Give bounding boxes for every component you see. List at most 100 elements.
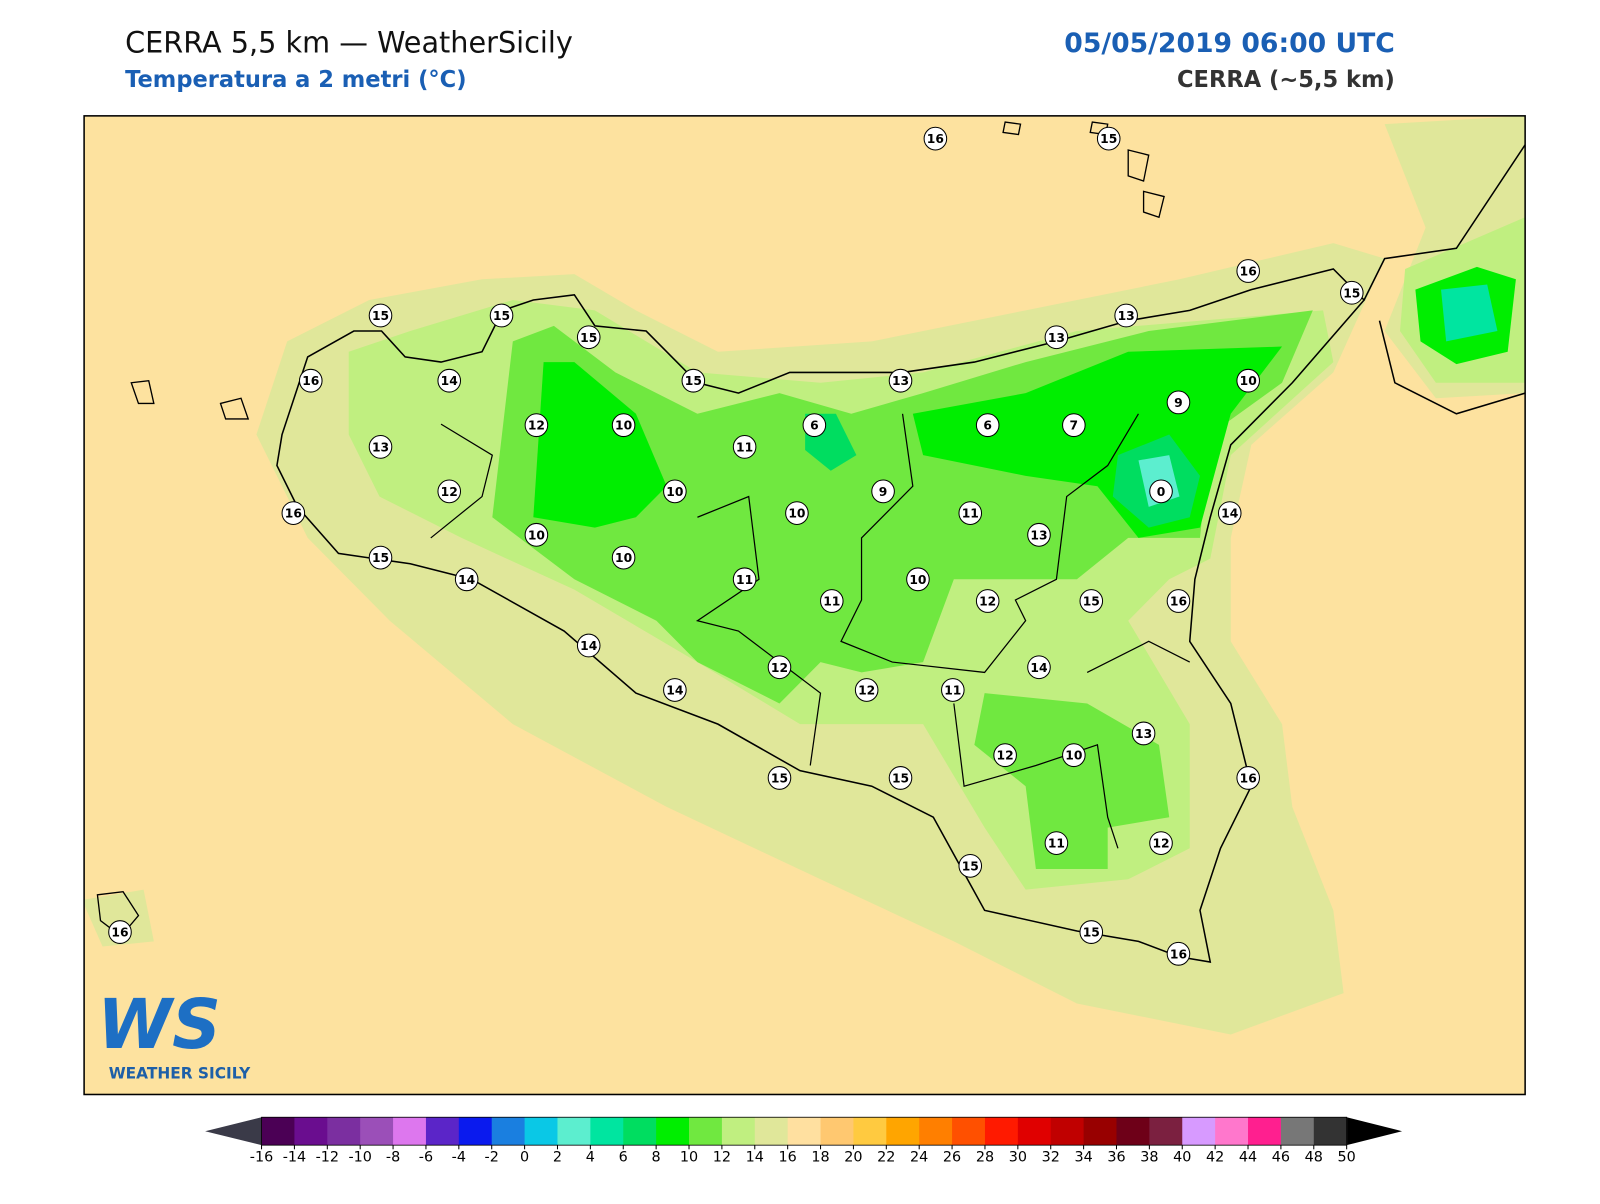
station-value: 10: [615, 419, 633, 433]
station-value: 12: [997, 749, 1014, 763]
colorbar-tick-label: 14: [746, 1150, 764, 1166]
colorbar: -16 -14 -12 -10 -8 -6 -4 -2 0 2 4 6 8 10 12 14 16 18 20 22 2…: [205, 1116, 1403, 1166]
colorbar-tick-label: 8: [652, 1150, 661, 1166]
station-marker: [1044, 831, 1069, 855]
station-value: 14: [458, 573, 476, 587]
station-value: 15: [580, 331, 597, 345]
colorbar-segment: [1182, 1117, 1216, 1146]
station-value: 15: [493, 309, 510, 323]
colorbar-segment: [1083, 1117, 1118, 1146]
colorbar-segment: [984, 1117, 1019, 1146]
station-marker: [681, 368, 706, 393]
station-value: 15: [372, 309, 389, 323]
colorbar-tick-label: 0: [520, 1150, 529, 1166]
station-value: 15: [962, 859, 979, 873]
station-marker: [958, 853, 983, 878]
logo-mark: WS: [97, 986, 220, 1065]
colorbar-tick-label: 48: [1305, 1150, 1323, 1166]
station-marker: [1166, 390, 1191, 415]
station-marker: [802, 413, 827, 438]
colorbar-segment: [721, 1117, 756, 1146]
station-marker: [1236, 259, 1260, 283]
station-marker: [108, 920, 132, 944]
colorbar-segment: [1248, 1117, 1282, 1146]
station-value: 9: [879, 485, 888, 499]
colorbar-tick-label: -14: [283, 1150, 306, 1166]
colorbar-tick-label: -16: [250, 1150, 273, 1166]
colorbar-segment: [656, 1117, 690, 1146]
colorbar-over: [1346, 1117, 1403, 1146]
colorbar-segment: [1116, 1117, 1150, 1146]
colorbar-tick-label: 20: [844, 1150, 862, 1166]
station-value: 6: [810, 419, 819, 433]
station-value: 10: [788, 507, 806, 521]
colorbar-segment: [853, 1117, 887, 1146]
colorbar-segment: [491, 1117, 526, 1146]
station-value: 10: [615, 551, 633, 565]
station-marker: [888, 766, 913, 790]
station-value: 15: [1083, 926, 1100, 940]
station-marker: [854, 678, 879, 702]
station-value: 11: [944, 684, 961, 698]
colorbar-segment: [1017, 1117, 1052, 1146]
station-marker: [785, 501, 809, 525]
station-marker: [732, 435, 757, 459]
map-area: [84, 115, 1526, 1095]
station-value: 11: [1048, 837, 1065, 851]
station-value: 14: [441, 374, 459, 388]
station-marker: [1114, 303, 1138, 328]
station-marker: [298, 368, 323, 393]
colorbar-segment: [919, 1117, 953, 1146]
station-value: 13: [892, 374, 909, 388]
station-marker: [663, 678, 687, 702]
colorbar-tick-label: 4: [586, 1150, 595, 1166]
map-frame: [83, 115, 1526, 1096]
station-value: 15: [372, 551, 389, 565]
station-marker: [368, 303, 393, 328]
station-value: 12: [1152, 837, 1169, 851]
colorbar-tick-label: 10: [680, 1150, 698, 1166]
colorbar-tick-label: 34: [1074, 1150, 1092, 1166]
station-marker: [437, 368, 462, 393]
colorbar-tick-label: -6: [419, 1150, 433, 1166]
colorbar-tick-label: -4: [452, 1150, 466, 1166]
station-marker: [1027, 655, 1051, 680]
colorbar-segment: [886, 1117, 920, 1146]
station-value: 0: [1157, 485, 1166, 499]
colorbar-tick-label: 18: [811, 1150, 829, 1166]
station-value: 13: [372, 440, 389, 454]
station-marker: [524, 522, 549, 547]
station-value: 10: [1065, 749, 1083, 763]
colorbar-segment: [952, 1117, 986, 1146]
colorbar-outline: [261, 1116, 1348, 1146]
station-marker: [975, 589, 1000, 613]
station-value: 14: [580, 639, 598, 653]
colorbar-segment: [294, 1117, 328, 1146]
station-value: 15: [892, 771, 909, 785]
colorbar-segment: [458, 1117, 493, 1146]
station-value: 16: [1170, 595, 1187, 609]
colorbar-tick-label: -10: [348, 1150, 371, 1166]
station-marker: [368, 435, 393, 459]
station-marker: [819, 589, 844, 613]
province-borders: [430, 413, 1191, 849]
station-marker: [906, 567, 930, 592]
coastline: [1363, 144, 1526, 415]
station-marker: [732, 567, 757, 592]
colorbar-segment: [1149, 1117, 1183, 1146]
station-value: 12: [771, 661, 788, 675]
colorbar-tick-label: 38: [1140, 1150, 1158, 1166]
temp-zone-14: [84, 889, 154, 947]
station-marker: [1166, 589, 1191, 613]
model: CERRA (~5,5 km): [1177, 67, 1395, 93]
station-value: 11: [823, 595, 840, 609]
station-value: 15: [1083, 595, 1100, 609]
colorbar-tick-label: 36: [1107, 1150, 1125, 1166]
station-value: 16: [927, 132, 944, 146]
station-marker: [1149, 831, 1173, 855]
station-value: 12: [979, 595, 996, 609]
station-marker: [941, 678, 965, 702]
station-value: 15: [685, 374, 702, 388]
station-value: 6: [983, 419, 992, 433]
station-marker: [975, 413, 1000, 438]
